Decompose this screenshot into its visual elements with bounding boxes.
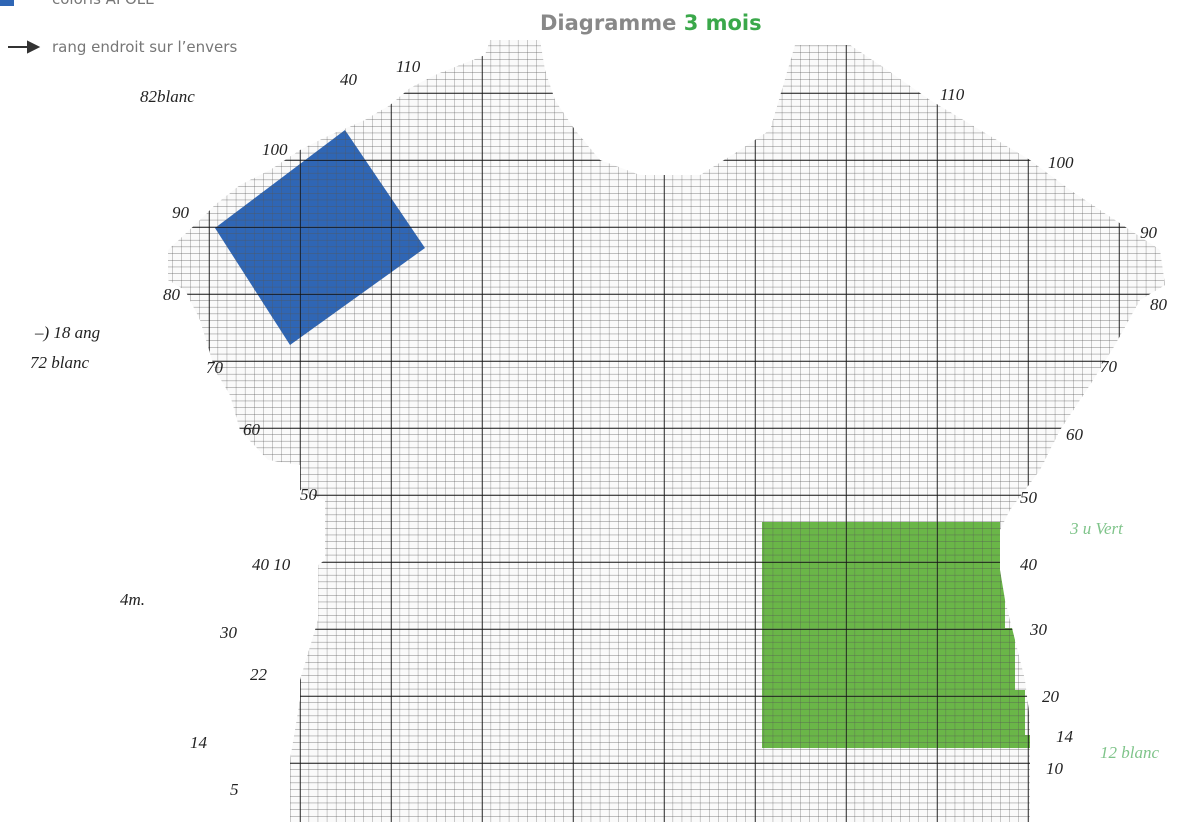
annotation: 82blanc — [140, 87, 195, 106]
annotation: 5 — [230, 780, 239, 799]
legend-color: coloris APOLE — [52, 0, 155, 8]
annotation: 110 — [396, 57, 421, 76]
annotation: 80 — [163, 285, 181, 304]
legend-swatch — [0, 0, 14, 6]
annotation: 30 — [1029, 620, 1048, 639]
title: Diagramme 3 mois — [540, 11, 762, 35]
annotation: 50 — [300, 485, 318, 504]
annotation: 60 — [1066, 425, 1084, 444]
annotation: 22 — [250, 665, 268, 684]
annotation: 80 — [1150, 295, 1168, 314]
legend-arrow-label: rang endroit sur l’envers — [52, 38, 237, 56]
annotation: 90 — [172, 203, 190, 222]
title-text: Diagramme — [540, 11, 676, 35]
annotation: 100 — [1048, 153, 1074, 172]
title-highlight: 3 mois — [684, 11, 762, 35]
annotation: 70 — [1100, 357, 1118, 376]
annotation: 30 — [219, 623, 238, 642]
annotation: 40 10 — [252, 555, 291, 574]
annotation: 20 — [1042, 687, 1060, 706]
left-annotations: 82blanc –) 18 ang 72 blanc 4m. 80 70 60 … — [30, 57, 421, 799]
legend-arrow — [8, 40, 41, 54]
annotation: 90 — [1140, 223, 1158, 242]
annotation: 3 u Vert — [1069, 519, 1124, 538]
annotation: 50 — [1020, 488, 1038, 507]
annotation: 4m. — [120, 590, 145, 609]
annotation: 14 — [1056, 727, 1074, 746]
annotation: 40 — [340, 70, 358, 89]
annotation: 12 blanc — [1100, 743, 1159, 762]
annotation: 100 — [262, 140, 288, 159]
annotation: 60 — [243, 420, 261, 439]
annotation: 70 — [206, 358, 224, 377]
annotation: 110 — [940, 85, 965, 104]
annotation: –) 18 ang — [34, 323, 100, 342]
right-annotations: 110 100 90 80 70 60 50 40 30 20 14 10 3 … — [940, 85, 1168, 778]
annotation: 72 blanc — [30, 353, 89, 372]
annotation: 14 — [190, 733, 208, 752]
annotation: 40 — [1020, 555, 1038, 574]
annotation: 10 — [1046, 759, 1064, 778]
